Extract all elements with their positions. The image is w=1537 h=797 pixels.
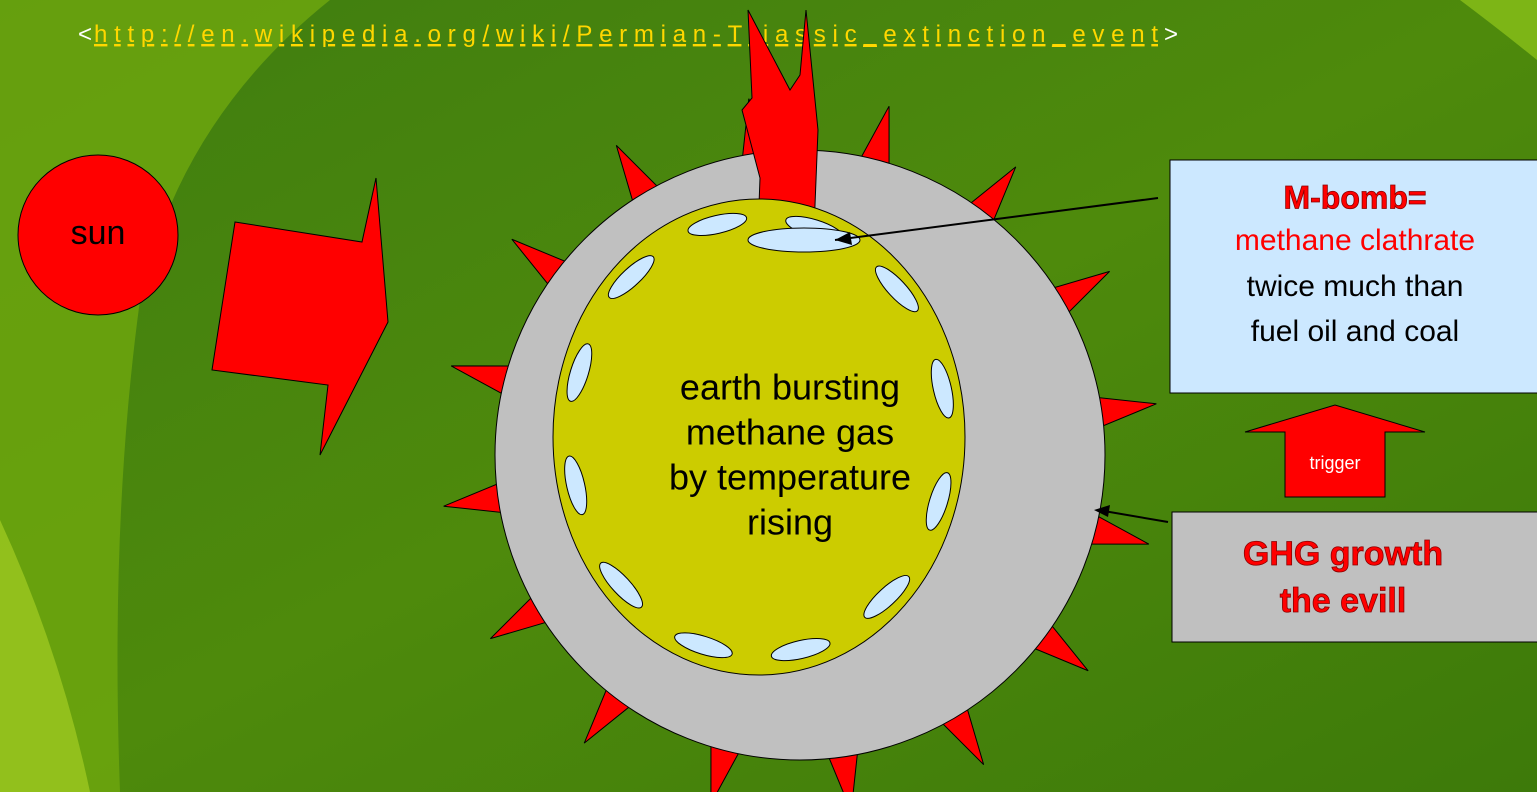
earth-label: earth bursting [680,367,900,408]
page: {"link": {"open": "<", "url": "http://en… [0,0,1537,792]
mbomb-subtitle: methane clathrate [1235,224,1475,257]
ghg-label: the evill [1280,582,1407,620]
earth-label: by temperature [669,457,911,498]
slide: < http://en.wikipedia.org/wiki/Permian-T… [0,0,1537,792]
ghg-label: GHG growth [1243,535,1443,573]
earth-label: methane gas [686,412,894,453]
mbomb-title: M-bomb= [1283,179,1426,215]
bracket: > [1164,21,1178,48]
mbomb-line: fuel oil and coal [1251,315,1459,348]
ghg-box [1172,512,1537,642]
mbomb-line: twice much than [1247,270,1464,303]
sun-label: sun [71,214,126,252]
bracket: < [78,21,92,48]
earth-label: rising [747,502,833,543]
trigger-label: trigger [1309,453,1360,473]
